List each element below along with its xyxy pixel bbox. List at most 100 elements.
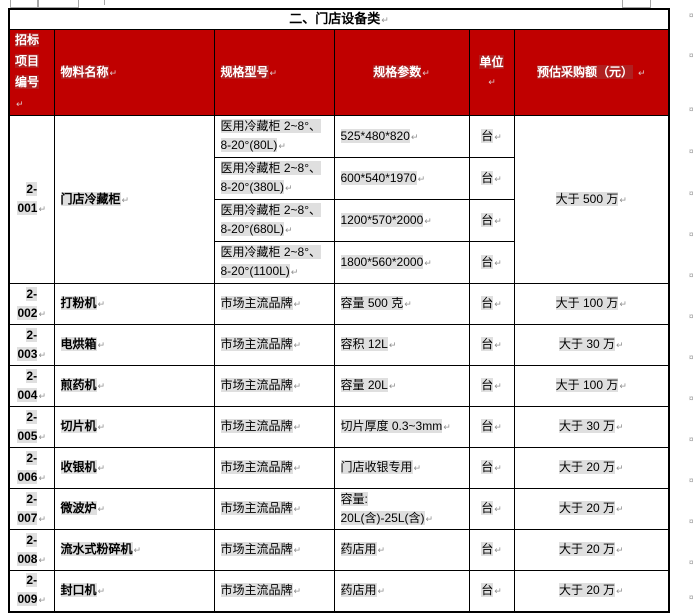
- unit-field[interactable]: 台: [481, 542, 494, 556]
- spec-params-field[interactable]: 1200*570*2000: [340, 212, 424, 227]
- cell-end-mark: ↵: [443, 422, 451, 432]
- unit-field[interactable]: 台: [481, 460, 494, 474]
- spec-params-field[interactable]: 容量 20L: [340, 378, 388, 392]
- spec-model-field[interactable]: 市场主流品牌: [220, 542, 293, 556]
- table-row: 2- 008↵ 流水式粉碎机↵ 市场主流品牌↵ 药店用↵ 台↵ 大于 20 万↵: [8, 529, 670, 571]
- estimate-field[interactable]: 大于 20 万: [558, 460, 616, 474]
- material-name-field[interactable]: 封口机: [60, 582, 97, 597]
- row-end-mark: ¤: [689, 230, 694, 239]
- spec-params-field[interactable]: 525*480*820: [340, 128, 410, 143]
- spec-model-field[interactable]: 市场主流品牌: [220, 337, 293, 351]
- spec-params-field[interactable]: 切片厚度 0.3~3mm: [340, 419, 443, 433]
- spec-model-field[interactable]: 医用冷藏柜 2~8°、 8-20°(1100L): [220, 245, 321, 278]
- row-end-mark: ¤: [689, 147, 694, 156]
- estimate-field[interactable]: 大于 20 万: [558, 582, 616, 597]
- cell-end-mark: ↵: [121, 194, 130, 205]
- cell-end-mark: ↵: [619, 299, 627, 309]
- spec-params-field[interactable]: 容量 500 克: [340, 296, 404, 310]
- spec-model-field[interactable]: 市场主流品牌: [220, 419, 293, 433]
- bid-item-id-field[interactable]: 2- 005: [17, 409, 38, 443]
- cell-end-mark: ↵: [388, 340, 397, 350]
- unit-cell: 台↵: [468, 283, 515, 325]
- spec-params-field[interactable]: 600*540*1970: [340, 170, 417, 185]
- cell-end-mark: ↵: [494, 215, 502, 226]
- unit-field[interactable]: 台: [481, 582, 494, 597]
- cell-end-mark: ↵: [38, 349, 47, 360]
- material-name-field[interactable]: 流水式粉碎机: [60, 542, 133, 556]
- cell-end-mark: ↵: [293, 340, 302, 350]
- next-row-border-fragment: [8, 592, 9, 601]
- unit-field[interactable]: 台: [481, 419, 494, 433]
- spec-params-cell: 容量 20L↵: [333, 365, 470, 407]
- material-name-cell: 电烘箱↵: [53, 324, 215, 366]
- spec-model-field[interactable]: 市场主流品牌: [220, 501, 293, 515]
- spec-params-cell: 容量 500 克↵: [333, 283, 470, 325]
- cell-end-mark: ↵: [38, 513, 47, 524]
- row-end-mark: ¤: [689, 476, 694, 485]
- row-end-mark: ¤: [689, 271, 694, 280]
- spec-model-cell: 医用冷藏柜 2~8°、 8-20°(1100L)↵: [213, 241, 335, 284]
- cell-end-mark: ↵: [16, 99, 24, 109]
- spec-model-field[interactable]: 市场主流品牌: [220, 296, 293, 310]
- estimate-field[interactable]: 大于 20 万: [558, 542, 616, 556]
- unit-cell: 台↵: [468, 447, 515, 489]
- spec-model-field[interactable]: 市场主流品牌: [220, 460, 293, 474]
- estimate-field[interactable]: 大于 100 万: [555, 378, 619, 392]
- spec-model-field[interactable]: 医用冷藏柜 2~8°、 8-20°(680L): [220, 203, 321, 236]
- spec-params-field[interactable]: 药店用: [340, 542, 377, 556]
- material-name-field[interactable]: 门店冷藏柜: [60, 191, 121, 206]
- spec-model-field[interactable]: 医用冷藏柜 2~8°、 8-20°(380L): [220, 161, 321, 194]
- estimate-field[interactable]: 大于 30 万: [558, 419, 616, 433]
- estimate-field[interactable]: 大于 100 万: [555, 296, 619, 310]
- material-name-field[interactable]: 切片机: [60, 419, 97, 433]
- cell-end-mark: ↵: [293, 422, 302, 432]
- unit-field[interactable]: 台: [481, 296, 494, 310]
- material-name-cell: 门店冷藏柜↵: [53, 115, 215, 284]
- estimate-field[interactable]: 大于 30 万: [558, 337, 616, 351]
- bid-item-id-field[interactable]: 2- 008: [17, 532, 38, 566]
- spec-params-field[interactable]: 门店收银专用: [340, 460, 413, 474]
- unit-field[interactable]: 台: [481, 128, 494, 143]
- unit-field[interactable]: 台: [481, 170, 494, 185]
- spec-params-field[interactable]: 药店用: [340, 582, 377, 597]
- material-name-field[interactable]: 煎药机: [60, 378, 97, 392]
- spec-model-field[interactable]: 医用冷藏柜 2~8°、 8-20°(80L): [220, 119, 321, 152]
- bid-item-id-field[interactable]: 2- 001: [17, 182, 38, 215]
- unit-field[interactable]: 台: [481, 337, 494, 351]
- cell-end-mark: ↵: [97, 299, 106, 309]
- previous-table-fragment: [38, 0, 79, 8]
- unit-field[interactable]: 台: [481, 501, 494, 515]
- spec-params-field[interactable]: 容量: 20L(含)-25L(含): [340, 491, 425, 525]
- bid-item-id-field[interactable]: 2- 006: [17, 450, 38, 484]
- bid-item-id-field[interactable]: 2- 009: [17, 573, 38, 607]
- estimate-cell: 大于 20 万↵: [513, 529, 670, 571]
- spec-model-cell: 医用冷藏柜 2~8°、 8-20°(380L)↵: [213, 157, 335, 200]
- estimate-field[interactable]: 大于 20 万: [558, 501, 616, 515]
- cell-end-mark: ↵: [38, 431, 47, 442]
- spec-params-field[interactable]: 容积 12L: [340, 337, 388, 351]
- table-row: 2- 001 ↵ 门店冷藏柜↵ 医用冷藏柜 2~8°、 8-20°(80L) ↵ 5…: [8, 115, 670, 284]
- material-name-field[interactable]: 电烘箱: [60, 337, 97, 351]
- estimate-field[interactable]: 大于 500 万: [555, 191, 619, 206]
- unit-field[interactable]: 台: [481, 212, 494, 227]
- unit-field[interactable]: 台: [481, 378, 494, 392]
- material-name-field[interactable]: 收银机: [60, 460, 97, 474]
- bid-item-id-field[interactable]: 2- 007: [17, 491, 38, 525]
- unit-field[interactable]: 台: [481, 254, 494, 269]
- bid-item-id-field[interactable]: 2- 002: [17, 286, 38, 320]
- cell-end-mark: ↵: [488, 77, 496, 87]
- spec-params-cell: 门店收银专用↵: [333, 447, 470, 489]
- bid-item-id-field[interactable]: 2- 003: [17, 327, 38, 361]
- cell-end-mark: ↵: [38, 554, 47, 565]
- cell-end-mark: ↵: [494, 422, 502, 432]
- spec-model-field[interactable]: 市场主流品牌: [220, 582, 293, 597]
- spec-params-field[interactable]: 1800*560*2000: [340, 254, 424, 269]
- bid-item-id-field[interactable]: 2- 004: [17, 368, 38, 402]
- cell-end-mark: ↵: [388, 381, 397, 391]
- material-name-field[interactable]: 打粉机: [60, 296, 97, 310]
- material-name-field[interactable]: 微波炉: [60, 501, 97, 515]
- cell-end-mark: ↵: [97, 340, 106, 350]
- row-end-mark: ¤: [689, 189, 694, 198]
- table-row: 2- 006↵ 收银机↵ 市场主流品牌↵ 门店收银专用↵ 台↵ 大于 20 万↵: [8, 447, 670, 489]
- spec-model-field[interactable]: 市场主流品牌: [220, 378, 293, 392]
